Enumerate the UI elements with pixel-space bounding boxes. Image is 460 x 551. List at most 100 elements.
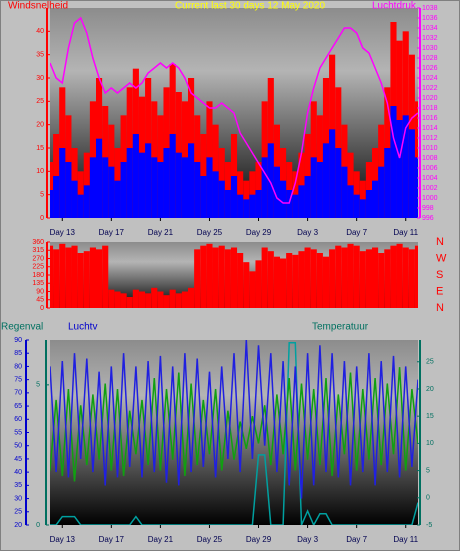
y-tick-label: 180 <box>32 272 44 279</box>
bar <box>255 190 262 218</box>
bar <box>145 143 152 218</box>
bar <box>77 194 84 218</box>
bar <box>200 176 207 218</box>
bar <box>273 256 280 308</box>
y2-tick-label: 1020 <box>422 95 438 102</box>
y2-tick-label: 998 <box>422 205 434 212</box>
bar <box>378 253 385 308</box>
bar <box>316 253 323 308</box>
bar <box>212 247 219 308</box>
bar <box>372 180 379 218</box>
bar <box>310 249 317 308</box>
bar <box>181 157 188 218</box>
bar <box>77 253 84 308</box>
y2-tick-label: E <box>436 285 443 297</box>
y2-tick-label: 1032 <box>422 35 438 42</box>
bar <box>353 245 360 308</box>
y-tick-label: 0 <box>40 215 44 222</box>
bar <box>188 287 195 308</box>
y3-axis-label: Regenval <box>1 322 43 333</box>
x-tick-label: Day 3 <box>297 535 318 544</box>
x-tick-label: Day 7 <box>346 228 367 237</box>
bar <box>206 157 213 218</box>
bar <box>65 247 72 308</box>
bar <box>384 148 391 218</box>
bar <box>237 194 244 218</box>
y2-tick-label: 1012 <box>422 135 438 142</box>
bar <box>292 171 299 218</box>
bar <box>390 106 397 218</box>
bar <box>249 171 256 218</box>
y2-tick-label: 1016 <box>422 115 438 122</box>
bar <box>89 247 96 308</box>
x-tick-label: Day 11 <box>393 228 418 237</box>
y-tick-label: 225 <box>32 264 44 271</box>
y2-tick-label: S <box>436 269 443 281</box>
bar <box>114 291 121 308</box>
y-tick-label: 35 <box>36 52 44 59</box>
bar <box>102 157 109 218</box>
bar <box>347 185 354 218</box>
bar <box>322 143 330 218</box>
bar <box>181 291 188 308</box>
y2-tick-label: 20 <box>426 386 434 393</box>
x-tick-label: Day 17 <box>99 535 125 544</box>
bar <box>218 180 225 218</box>
y2-tick-label: 1036 <box>422 15 438 22</box>
bar <box>408 249 415 308</box>
bar <box>89 157 96 218</box>
x-tick-label: Day 25 <box>197 535 223 544</box>
y2-tick-label: 1014 <box>422 125 438 132</box>
bar <box>365 190 372 218</box>
bar <box>292 254 299 308</box>
bar <box>114 180 121 218</box>
bar <box>353 194 360 218</box>
x-tick-label: Day 21 <box>148 535 174 544</box>
bar <box>83 185 90 218</box>
bar <box>255 260 262 308</box>
bar <box>261 247 268 308</box>
y-tick-label: 5 <box>40 192 44 199</box>
line <box>50 16 418 204</box>
bar <box>359 199 366 218</box>
bar <box>77 171 84 218</box>
y2-tick-label: 1038 <box>422 5 438 12</box>
x-tick-label: Day 25 <box>197 228 223 237</box>
bar <box>261 157 268 218</box>
y2-tick-label: 1008 <box>422 155 438 162</box>
x-tick-label: Day 21 <box>148 228 174 237</box>
y-tick-label: 90 <box>14 337 22 344</box>
plot-area <box>50 243 418 308</box>
x-tick-label: Day 29 <box>246 535 272 544</box>
x-tick-label: Day 29 <box>246 228 272 237</box>
x-tick-label: Day 3 <box>297 228 318 237</box>
bar <box>230 176 238 218</box>
bar <box>280 258 287 308</box>
y2-tick-label: N <box>436 236 444 248</box>
y-tick-label: 35 <box>14 482 22 489</box>
bar <box>273 166 280 218</box>
y2-tick-label: 1028 <box>422 55 438 62</box>
y3-tick-label: 0 <box>36 522 40 529</box>
bar <box>304 176 311 218</box>
plot-area <box>50 340 418 525</box>
bar <box>286 190 293 218</box>
bar <box>286 253 293 308</box>
y2-tick-label: 1002 <box>422 185 438 192</box>
bar <box>414 245 418 308</box>
bar <box>132 289 139 308</box>
bar <box>365 249 372 308</box>
bar <box>322 256 330 308</box>
y-tick-label: 30 <box>14 495 22 502</box>
y-tick-label: 60 <box>14 416 22 423</box>
bar <box>126 297 133 308</box>
y3-tick-label: 5 <box>36 382 40 389</box>
bar <box>347 243 354 308</box>
y-axis-label: Luchtv <box>68 322 97 333</box>
bar <box>108 166 115 218</box>
bar <box>396 120 403 218</box>
y-tick-label: 25 <box>14 509 22 516</box>
y-tick-label: 10 <box>36 168 44 175</box>
bar <box>310 157 317 218</box>
bar <box>188 143 195 218</box>
